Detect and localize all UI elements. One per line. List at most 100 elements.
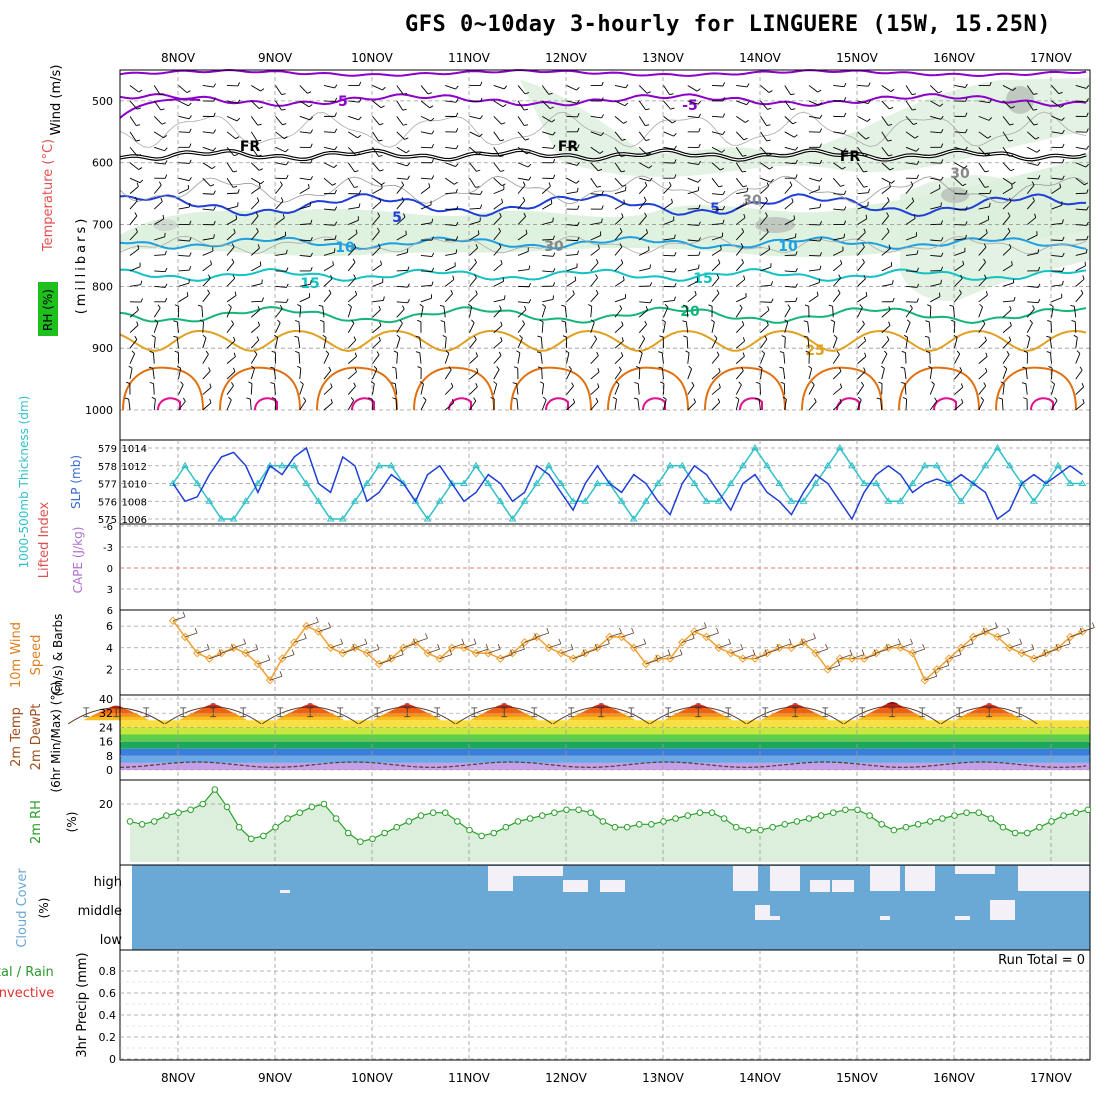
rh-point <box>635 821 643 828</box>
wind-barb <box>954 251 965 256</box>
wind-barb <box>469 177 476 188</box>
wind-barb-feather <box>885 644 889 650</box>
wind-barb-feather <box>902 396 907 400</box>
wind-barb-feather <box>960 383 964 388</box>
wind-barb <box>153 85 161 95</box>
wind-barb <box>687 85 698 92</box>
wind-barb-feather <box>286 298 289 303</box>
wind-barb-feather <box>257 321 261 326</box>
wind-barb-feather <box>766 124 771 127</box>
wind-barb-feather <box>503 85 508 90</box>
wind-barb <box>475 648 489 654</box>
wind-barb-feather <box>231 258 235 263</box>
wind-barb <box>226 295 237 303</box>
wind-barb <box>1051 383 1055 395</box>
wind-barb <box>905 253 917 256</box>
wind-barb <box>469 355 478 364</box>
wind-barb-feather <box>1011 261 1013 266</box>
wind-barb-feather <box>162 214 165 219</box>
wind-barb <box>226 356 236 364</box>
wind-barb-feather <box>373 365 378 370</box>
thickness-series-point <box>363 479 371 486</box>
contour-30 <box>413 366 495 411</box>
wind-barb-feather <box>577 221 580 226</box>
wind-barb <box>857 340 866 349</box>
wind-barb <box>905 322 911 333</box>
thickness-series-point <box>726 479 735 486</box>
wind-barb-feather <box>473 638 477 644</box>
wind-barb-feather <box>213 190 216 195</box>
thickness-series-point <box>532 479 541 486</box>
wind-barb-feather <box>662 396 667 400</box>
rh-blob <box>941 187 969 203</box>
wind-barb <box>614 190 626 195</box>
date-label-bottom: 8NOV <box>161 1071 196 1085</box>
wind-barb <box>758 399 761 411</box>
wind-barb <box>323 278 333 287</box>
temp-curve <box>261 706 359 725</box>
rh-point <box>599 818 607 825</box>
wind-barb <box>1075 265 1086 272</box>
wind-barb-feather <box>698 237 701 242</box>
wind-barb <box>711 354 720 364</box>
wind-barb-feather <box>722 113 726 118</box>
wind-barb <box>443 306 446 318</box>
wind-barb <box>202 370 211 380</box>
wind-barb-feather <box>722 131 726 135</box>
wind-barb <box>857 162 864 173</box>
wind-barb <box>1045 648 1059 654</box>
wind-barb-feather <box>985 367 988 372</box>
wind-barb-feather <box>455 145 459 150</box>
wind-barb <box>590 146 601 154</box>
rh-point <box>514 818 522 825</box>
wind-barb-feather <box>158 181 162 186</box>
wind-barb-feather <box>596 185 602 188</box>
wind-barb <box>978 306 983 318</box>
wind-barb-feather <box>257 123 262 126</box>
wind-barb-feather <box>698 204 701 209</box>
wind-barb <box>396 269 408 272</box>
wind-barb <box>153 383 155 395</box>
wind-barb <box>445 224 457 227</box>
wind-barb <box>614 308 623 318</box>
minmax-bar <box>113 707 120 718</box>
wind-barb-feather <box>523 212 527 217</box>
wind-barb-feather <box>163 135 168 139</box>
wind-barb <box>585 648 598 654</box>
wind-barb-feather <box>1084 182 1089 186</box>
contour-20 <box>119 306 1087 325</box>
wind-barb <box>396 146 407 154</box>
wind-barb-feather <box>674 159 677 164</box>
wind-barb-feather <box>189 159 192 164</box>
wind-barb <box>1051 115 1062 121</box>
wind-barb-feather <box>819 265 822 270</box>
wind-barb <box>548 643 562 649</box>
wind-barb <box>1051 239 1063 241</box>
wind-barb <box>930 115 941 120</box>
wind-barb-feather <box>228 396 232 401</box>
rh-point <box>332 815 340 822</box>
wind-barb-feather <box>402 305 405 310</box>
pressure-tick-label: 800 <box>92 280 113 293</box>
wind-barb-feather <box>598 168 603 172</box>
wind-barb-feather <box>838 367 842 372</box>
wind-barb-feather <box>334 235 337 240</box>
wind-speed-series-point <box>1029 654 1039 663</box>
wind-barb <box>905 184 914 194</box>
wind-barb-feather <box>403 123 408 126</box>
wind-barb-feather <box>353 274 356 279</box>
wind-barb <box>832 370 842 380</box>
rh-point <box>260 832 267 840</box>
minmax-bar <box>307 707 314 718</box>
wind-barb <box>517 184 526 194</box>
wind-barb <box>930 283 942 287</box>
wind-barb-feather <box>407 175 410 180</box>
wind-barb-feather <box>819 203 822 208</box>
wind-speed-series-point <box>896 643 905 653</box>
wind-barb-feather <box>764 335 768 340</box>
contour-35 <box>254 397 278 411</box>
wind-barb-feather <box>476 368 479 373</box>
wind-barb-feather <box>189 128 192 133</box>
wind-barb-feather <box>151 396 156 400</box>
wind-barb-feather <box>1000 381 1005 385</box>
